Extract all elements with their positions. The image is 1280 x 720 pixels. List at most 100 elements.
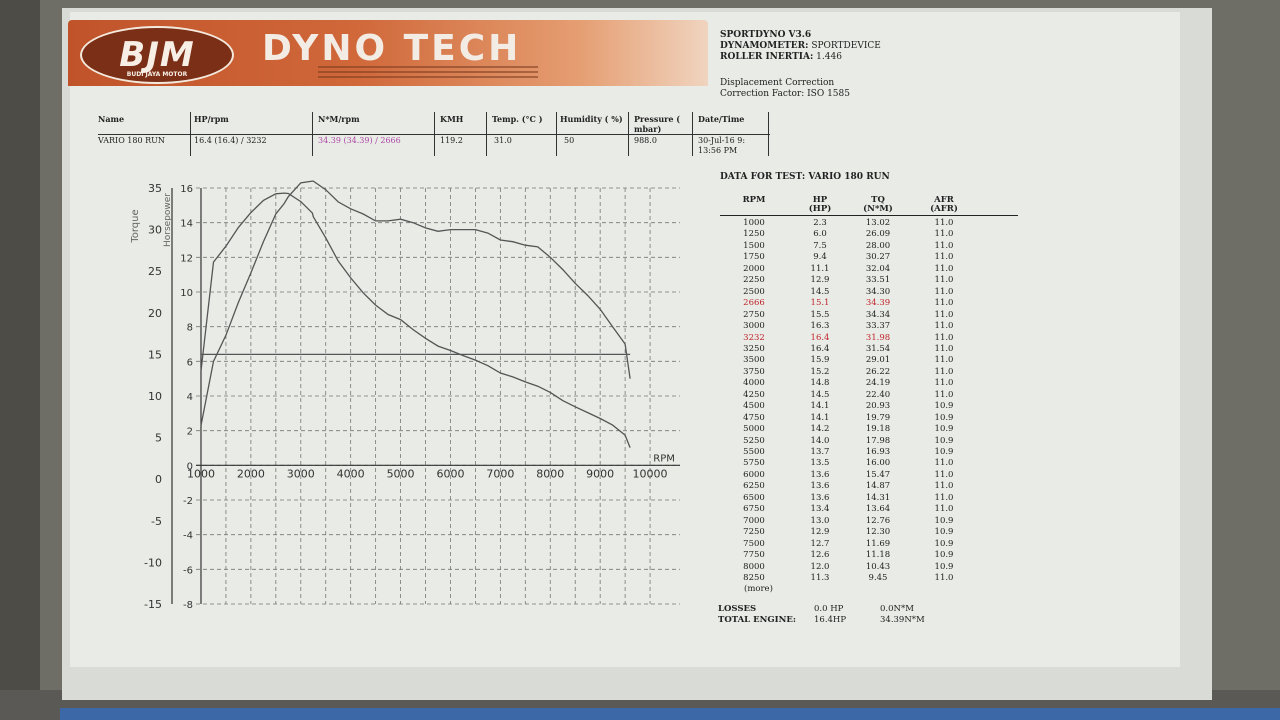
table-row: 2750 15.5 34.34 11.0 (720, 310, 980, 322)
software-version: SPORTDYNO V3.6 (720, 30, 812, 40)
dyno-report-page (70, 12, 1180, 667)
hp-cell: 16.4 (810, 332, 830, 343)
run-name: VARIO 180 RUN (98, 136, 165, 145)
run-kmh: 119.2 (440, 136, 463, 145)
tq-cell: 31.54 (865, 343, 891, 354)
hp-cell: 14.2 (810, 424, 830, 435)
tq-cell: 24.19 (865, 378, 891, 389)
table-row: 8000 12.0 10.43 10.9 (720, 562, 980, 574)
table-row: 4000 14.8 24.19 11.0 (720, 378, 980, 390)
rpm-cell: 4000 (743, 378, 765, 389)
afr-cell: 10.9 (934, 561, 954, 572)
table-row: 4750 14.1 19.79 10.9 (720, 413, 980, 425)
afr-cell: 11.0 (934, 469, 954, 480)
afr-cell: 10.9 (934, 515, 954, 526)
rpm-cell: 7000 (743, 515, 765, 526)
run-nm-rpm: 34.39 (34.39) / 2666 (318, 136, 401, 145)
table-row: 5500 13.7 16.93 10.9 (720, 447, 980, 459)
table-row: 7000 13.0 12.76 10.9 (720, 516, 980, 528)
tq-cell: 26.09 (865, 229, 891, 240)
correction-factor: Correction Factor: ISO 1585 (720, 89, 850, 99)
afr-cell: 10.9 (934, 527, 954, 538)
run-humidity: 50 (564, 136, 575, 145)
hp-tick-label: -6 (183, 565, 193, 576)
rpm-cell: 1000 (743, 218, 765, 228)
table-row: 3232 16.4 31.98 11.0 (720, 333, 980, 345)
tq-cell: 16.00 (865, 458, 891, 469)
rpm-cell: 7750 (743, 550, 765, 561)
table-row: 6000 13.6 15.47 11.0 (720, 470, 980, 482)
report-title: DYNO TECH (262, 28, 522, 69)
series-line-hp (200, 180, 631, 426)
table-row: 2666 15.1 34.39 11.0 (720, 298, 980, 310)
hp-cell: 13.0 (810, 515, 830, 526)
dynamometer-line: DYNAMOMETER: SPORTDEVICE (720, 41, 881, 51)
tq-cell: 17.98 (865, 435, 891, 446)
shop-address-lines (318, 66, 538, 82)
torque-tick-label: -10 (144, 556, 162, 569)
tq-cell: 11.18 (865, 550, 891, 561)
torque-tick-label: 10 (148, 390, 162, 403)
hp-cell: 15.2 (810, 366, 830, 377)
hp-cell: 9.4 (813, 252, 827, 263)
hp-cell: 13.6 (810, 469, 830, 480)
hp-cell: 14.5 (810, 286, 830, 297)
table-row: 4500 14.1 20.93 10.9 (720, 401, 980, 413)
table-row: 6500 13.6 14.31 11.0 (720, 493, 980, 505)
tq-cell: 22.40 (865, 389, 891, 400)
tq-cell: 26.22 (865, 366, 891, 377)
tq-cell: 20.93 (865, 401, 891, 412)
table-row: 3750 15.2 26.22 11.0 (720, 367, 980, 379)
x-axis-title: RPM (653, 453, 675, 464)
dt-header-rule (720, 215, 1018, 216)
hp-cell: 16.3 (810, 321, 830, 332)
tq-cell: 10.43 (865, 561, 891, 572)
data-table-title: DATA FOR TEST: VARIO 180 RUN (720, 172, 890, 182)
hp-cell: 13.7 (810, 447, 830, 457)
tq-cell: 13.02 (865, 218, 891, 228)
tq-cell: 28.00 (865, 240, 891, 251)
rpm-cell: 3250 (743, 343, 765, 354)
afr-cell: 10.9 (934, 401, 954, 412)
hp-cell: 14.1 (810, 412, 830, 423)
afr-cell: 11.0 (934, 309, 954, 320)
rpm-cell: 7250 (743, 527, 765, 538)
rpm-cell: 3232 (743, 332, 765, 343)
rpm-cell: 4500 (743, 401, 765, 412)
dt-header-hp: HP (HP) (808, 195, 832, 214)
x-tick-label: 8000 (536, 467, 564, 480)
rpm-cell: 2000 (743, 263, 765, 274)
rpm-cell: 2500 (743, 286, 765, 297)
afr-cell: 11.0 (934, 504, 954, 515)
table-row: 8250 11.3 9.45 11.0 (720, 573, 980, 585)
hp-tick-label: 16 (180, 184, 193, 195)
hp-cell: 14.1 (810, 401, 830, 412)
hp-cell: 12.9 (810, 275, 830, 286)
rpm-cell: 1500 (743, 240, 765, 251)
rpm-cell: 5500 (743, 447, 765, 457)
more-rows-indicator: (more) (744, 584, 773, 594)
losses-hp: 0.0 HP (814, 604, 844, 614)
col-datetime-header: Date/Time (698, 114, 745, 124)
x-tick-label: 5000 (387, 467, 415, 480)
table-row: 2250 12.9 33.51 11.0 (720, 275, 980, 287)
hp-cell: 15.9 (810, 355, 830, 366)
rpm-cell: 3000 (743, 321, 765, 332)
table-row: 7500 12.7 11.69 10.9 (720, 539, 980, 551)
afr-cell: 11.0 (934, 286, 954, 297)
col-temp-header: Temp. (°C ) (492, 114, 543, 124)
x-tick-label: 1000 (187, 467, 215, 480)
tq-cell: 12.30 (865, 527, 891, 538)
hp-tick-label: 0 (187, 461, 193, 472)
hp-cell: 12.9 (810, 527, 830, 538)
rpm-cell: 6750 (743, 504, 765, 515)
rpm-cell: 6000 (743, 469, 765, 480)
rpm-cell: 2750 (743, 309, 765, 320)
dyno-chart: 1000 2000 3000 4000 5000 6000 7000 8000 9000 1000… (130, 180, 680, 611)
table-row: 7250 12.9 12.30 10.9 (720, 527, 980, 539)
hp-tick-label: 12 (180, 253, 193, 264)
losses-nm: 0.0N*M (880, 604, 914, 614)
monitor-bezel-left (0, 0, 40, 720)
hp-tick-label: 8 (187, 323, 193, 334)
hp-axis-title: Horsepower (163, 193, 173, 247)
